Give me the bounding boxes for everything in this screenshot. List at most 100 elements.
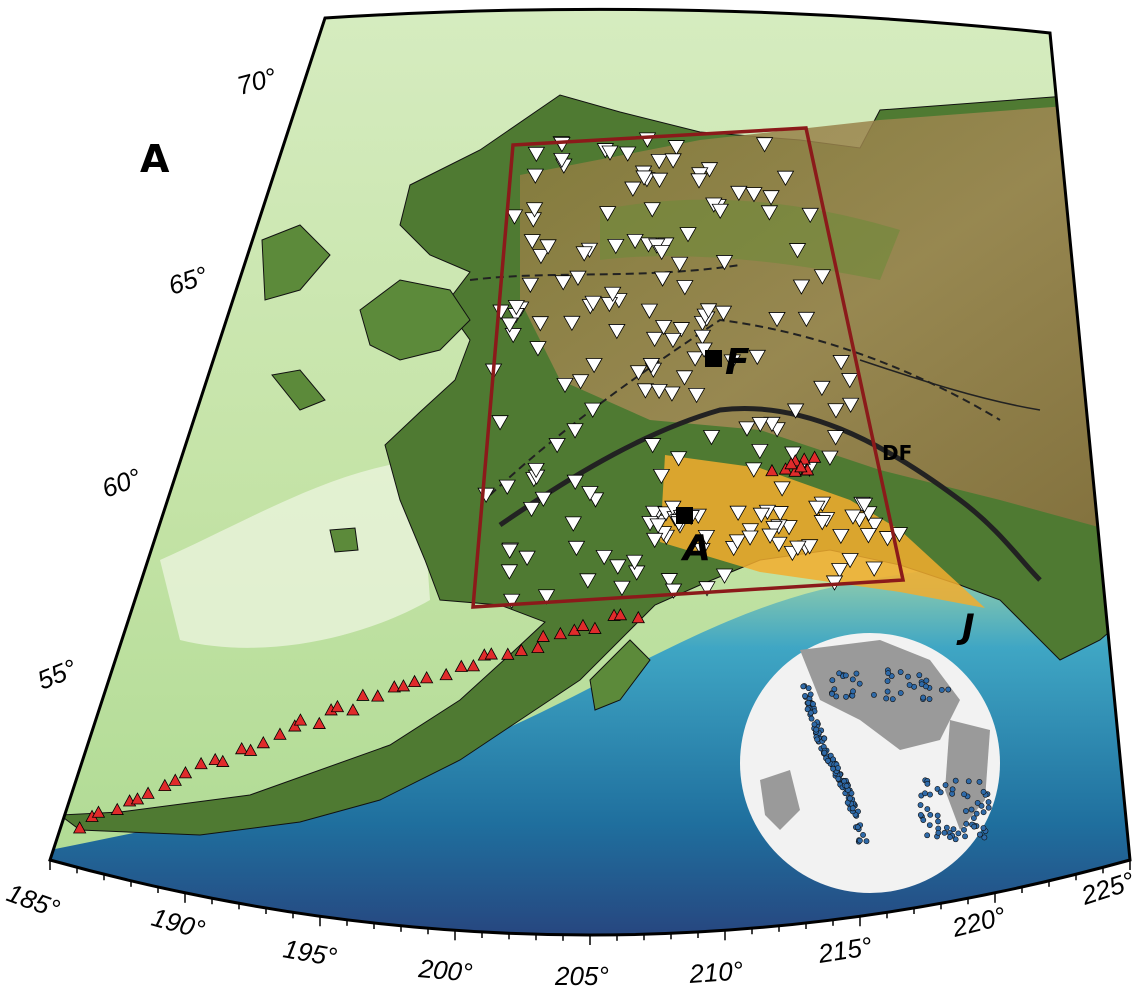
event xyxy=(939,687,944,692)
event xyxy=(921,817,926,822)
globe-inset xyxy=(740,633,1000,893)
event xyxy=(927,823,932,828)
event xyxy=(942,830,947,835)
city-marker xyxy=(705,350,722,367)
event xyxy=(943,782,948,787)
event xyxy=(925,806,930,811)
event xyxy=(855,825,860,830)
lat-label: 60° xyxy=(98,462,145,504)
event xyxy=(974,811,979,816)
event xyxy=(843,694,848,699)
event xyxy=(885,678,890,683)
lon-label: 215° xyxy=(815,931,874,969)
panel-label: A xyxy=(140,137,170,181)
event xyxy=(850,677,855,682)
event xyxy=(890,697,895,702)
event xyxy=(936,830,941,835)
event xyxy=(850,806,855,811)
event xyxy=(925,833,930,838)
event xyxy=(898,669,903,674)
event xyxy=(956,831,961,836)
event xyxy=(927,792,932,797)
event xyxy=(969,807,974,812)
event xyxy=(972,824,977,829)
lon-label: 210° xyxy=(687,955,744,989)
event xyxy=(843,673,848,678)
event xyxy=(809,716,814,721)
map-body xyxy=(0,0,1146,1000)
city-marker xyxy=(676,507,693,524)
lon-label: 220° xyxy=(948,901,1008,943)
island xyxy=(330,528,358,552)
event xyxy=(986,799,991,804)
place-label: DF xyxy=(882,441,912,465)
event xyxy=(871,692,876,697)
event xyxy=(850,689,855,694)
event xyxy=(944,825,949,830)
event xyxy=(981,789,986,794)
event xyxy=(801,684,806,689)
lon-label: 195° xyxy=(281,933,339,972)
lat-label: 65° xyxy=(165,260,212,301)
event xyxy=(812,722,817,727)
event xyxy=(961,792,966,797)
event xyxy=(830,678,835,683)
event xyxy=(977,779,982,784)
event xyxy=(921,695,926,700)
event xyxy=(981,810,986,815)
event xyxy=(885,689,890,694)
event xyxy=(832,687,837,692)
event xyxy=(836,776,841,781)
event xyxy=(864,839,869,844)
lon-label: 205° xyxy=(554,961,609,991)
lon-label: 185° xyxy=(3,877,64,924)
event xyxy=(918,802,923,807)
event xyxy=(963,808,968,813)
event xyxy=(822,750,827,755)
event xyxy=(925,781,930,786)
event xyxy=(805,707,810,712)
event xyxy=(924,678,929,683)
event xyxy=(810,701,815,706)
event xyxy=(938,790,943,795)
event xyxy=(814,727,819,732)
event xyxy=(961,827,966,832)
event xyxy=(847,796,852,801)
event xyxy=(905,674,910,679)
event xyxy=(918,812,923,817)
lat-label: 70° xyxy=(234,62,280,101)
event xyxy=(981,825,986,830)
event xyxy=(928,812,933,817)
event xyxy=(975,800,980,805)
event xyxy=(946,687,951,692)
event xyxy=(935,813,940,818)
event xyxy=(815,737,820,742)
event xyxy=(964,821,969,826)
event xyxy=(886,671,891,676)
event xyxy=(977,832,982,837)
event xyxy=(953,778,958,783)
event xyxy=(830,766,835,771)
event xyxy=(829,691,834,696)
event xyxy=(922,791,927,796)
map: A 70° 65° 60° 55° 185° 190° 195° 200° 20… xyxy=(0,0,1146,1000)
event xyxy=(806,700,811,705)
event xyxy=(951,827,956,832)
event xyxy=(917,673,922,678)
event xyxy=(966,779,971,784)
event xyxy=(935,819,940,824)
event xyxy=(923,684,928,689)
event xyxy=(854,671,859,676)
event xyxy=(947,835,952,840)
event xyxy=(950,787,955,792)
event xyxy=(808,692,813,697)
event xyxy=(860,832,865,837)
event xyxy=(907,682,912,687)
event xyxy=(986,805,991,810)
event xyxy=(825,758,830,763)
event xyxy=(982,835,987,840)
lon-label: 190° xyxy=(148,902,208,945)
event xyxy=(927,696,932,701)
event xyxy=(822,736,827,741)
event xyxy=(857,838,862,843)
